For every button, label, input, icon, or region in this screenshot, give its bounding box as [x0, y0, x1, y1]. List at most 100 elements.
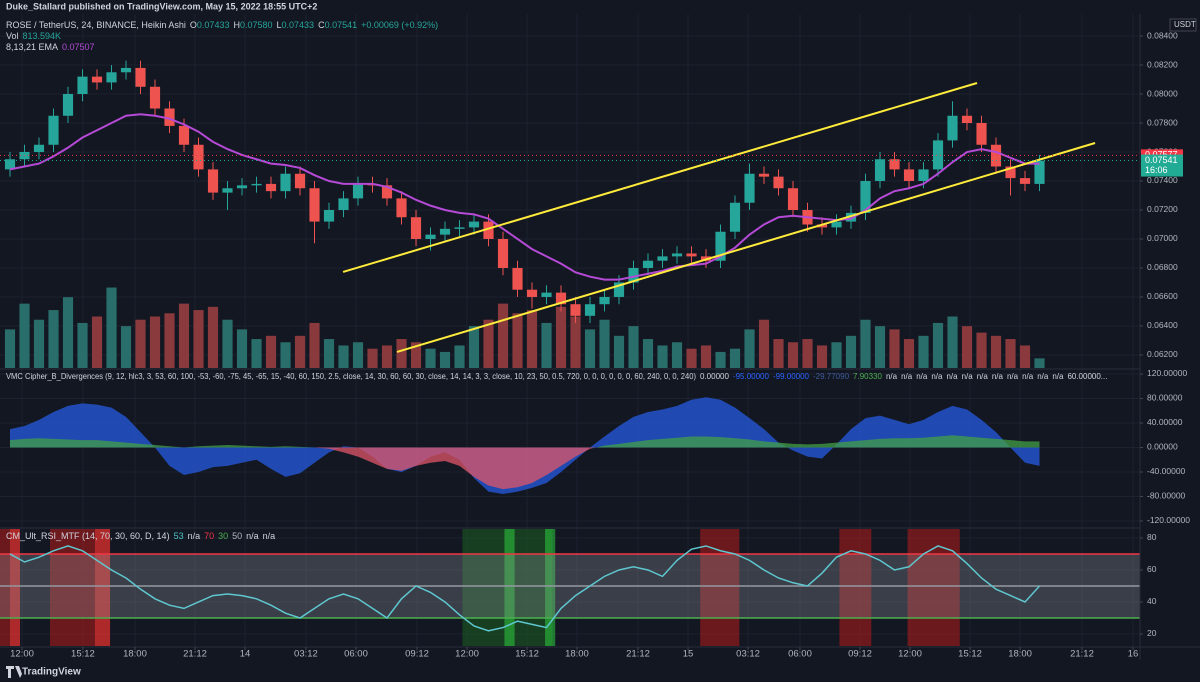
candle-body: [1034, 160, 1045, 184]
candle-body: [77, 76, 88, 95]
volume-bar: [135, 319, 146, 368]
indicator-value: n/a: [886, 372, 898, 381]
volume-bar: [62, 297, 74, 368]
volume-bar: [77, 322, 88, 368]
signal-zone: [10, 529, 21, 646]
y-tick-label: 0.06200: [1147, 349, 1178, 359]
indicator-value: 0.00000: [700, 372, 729, 381]
volume-bar: [613, 335, 625, 368]
indicator-value: n/a: [188, 531, 201, 541]
x-tick-label: 14: [240, 649, 251, 660]
volume-bar: [106, 287, 117, 368]
footer-bar: [0, 661, 1200, 682]
brand: TradingView: [22, 667, 81, 678]
plot: [0, 60, 1140, 646]
y-tick-label: 120.00000: [1147, 368, 1187, 378]
candle-body: [729, 202, 741, 232]
indicator-value: n/a: [931, 372, 943, 381]
volume-bar: [787, 342, 799, 368]
x-tick-label: 15:12: [515, 649, 539, 660]
candle-body: [251, 183, 262, 186]
candle-body: [657, 256, 668, 261]
trend-line: [396, 142, 1096, 353]
candle-body: [48, 115, 59, 145]
ohlc-label: O: [190, 20, 197, 30]
candle-body: [512, 267, 523, 290]
volume-bar: [439, 351, 451, 368]
y-tick-label: -120.00000: [1147, 515, 1190, 525]
candle-body: [671, 253, 683, 257]
candle-body: [222, 188, 233, 193]
x-tick-label: 12:00: [10, 649, 34, 660]
y-tick-label: 0.07400: [1147, 175, 1178, 185]
y-tick-label: -40.00000: [1147, 466, 1186, 476]
candle-body: [323, 209, 335, 222]
volume-bar: [497, 303, 509, 368]
candle-body: [918, 169, 929, 181]
candle-body: [468, 221, 480, 228]
candle-body: [976, 123, 987, 145]
volume-bar: [758, 319, 770, 368]
volume-bar: [512, 313, 523, 368]
y-tick-label: 0.08400: [1147, 30, 1178, 40]
signal-zone: [545, 529, 556, 646]
ohlc-value: 0.07433: [282, 20, 315, 30]
y-tick-label: 80: [1147, 532, 1157, 542]
candle-body: [541, 292, 552, 297]
candle-body: [352, 183, 364, 199]
x-tick-label: 06:00: [788, 649, 812, 660]
x-tick-label: 18:00: [565, 649, 589, 660]
candle-body: [120, 67, 132, 73]
volume-bar: [454, 345, 465, 368]
volume-bar: [729, 348, 741, 368]
brand-logo: [6, 666, 22, 678]
candle-body: [497, 238, 509, 268]
candle-body: [860, 180, 871, 213]
indicator-value: -95.00000: [733, 372, 770, 381]
volume-bar: [280, 342, 291, 368]
candle-body: [207, 169, 219, 193]
countdown: 16:06: [1145, 165, 1168, 175]
candle-body: [483, 221, 494, 239]
y-tick-label: 0.06400: [1147, 320, 1178, 330]
volume-bar: [628, 326, 639, 368]
candle-body: [961, 115, 973, 124]
volume-bar: [961, 326, 973, 368]
volume-bar: [251, 339, 262, 368]
volume-bar: [874, 326, 886, 368]
volume-bar: [91, 316, 103, 368]
volume-bar: [193, 310, 204, 368]
candle-body: [613, 282, 625, 297]
y-tick-label: 0.07200: [1147, 204, 1178, 214]
x-tick-label: 06:00: [344, 649, 368, 660]
x-tick-label: 18:00: [1008, 649, 1032, 660]
volume-legend: Vol 813.594K: [6, 31, 61, 41]
candle-body: [715, 231, 726, 261]
candle-body: [773, 176, 784, 189]
header-bar: [0, 0, 1200, 14]
candle-body: [164, 108, 175, 126]
volume-bar: [120, 326, 132, 368]
candle-body: [193, 144, 204, 170]
candle-body: [526, 289, 538, 297]
x-tick-label: 03:12: [294, 649, 318, 660]
y-tick-label: 0.08200: [1147, 59, 1178, 69]
indicator-legend: CM_Ult_RSI_MTF (14, 70, 30, 60, D, 14) 53…: [6, 531, 275, 541]
candle-body: [309, 188, 320, 222]
x-tick-label: 21:12: [1070, 649, 1094, 660]
indicator-value: n/a: [916, 372, 928, 381]
signal-zone: [94, 529, 111, 646]
volume-bar: [207, 306, 219, 368]
candle-body: [845, 212, 857, 222]
indicator-value: n/a: [901, 372, 913, 381]
candle-body: [686, 253, 697, 257]
trend-line: [342, 82, 978, 273]
candle-body: [135, 67, 146, 87]
volume-name: Vol: [6, 31, 19, 41]
indicator-value: -29.77090: [813, 372, 850, 381]
candle-body: [903, 169, 915, 181]
indicator-value: 7.90330: [853, 372, 882, 381]
indicator-value: n/a: [1037, 372, 1049, 381]
indicator-value: n/a: [977, 372, 989, 381]
signal-zone: [700, 529, 740, 646]
